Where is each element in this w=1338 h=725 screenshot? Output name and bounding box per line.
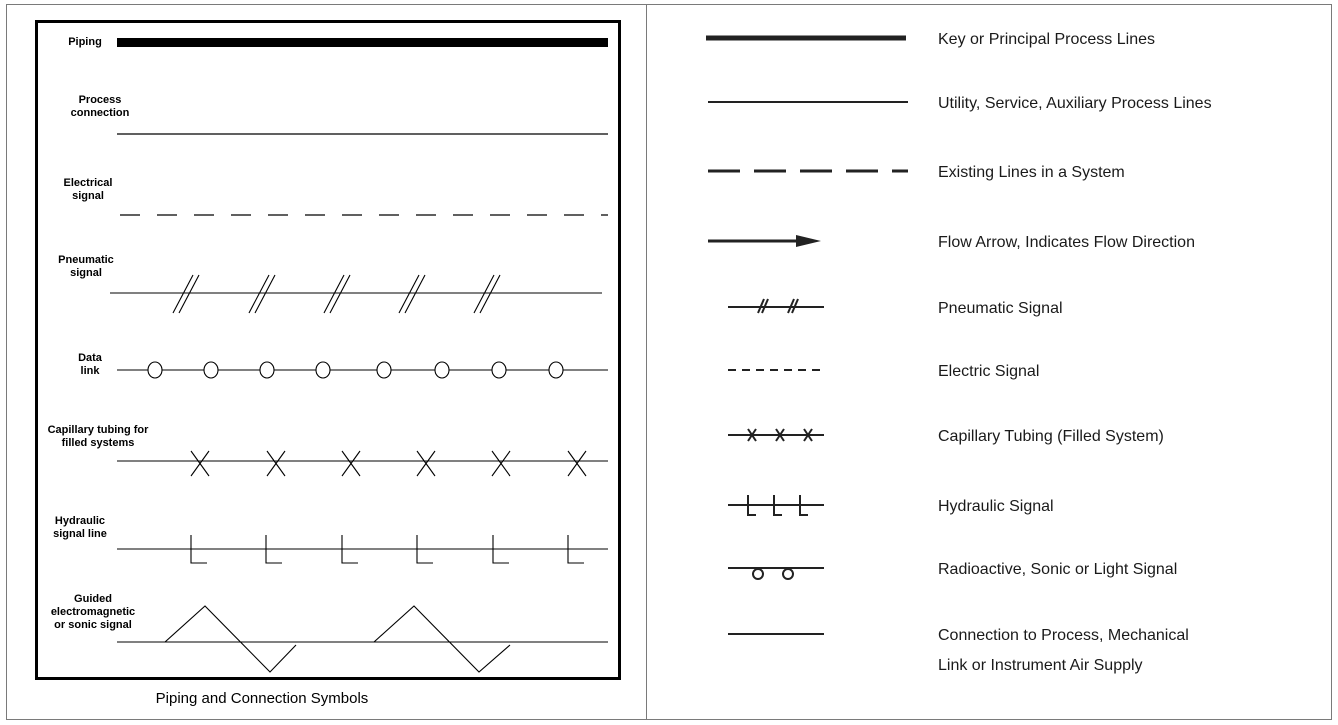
label-pneumatic-2: signal xyxy=(70,267,102,279)
label-hydraulic-1: Hydraulic xyxy=(55,515,105,527)
left-panel-diagram: Piping Process connection Electrical sig… xyxy=(48,36,608,707)
symbol-pneumatic-signal xyxy=(728,298,824,314)
symbol-flow-arrow xyxy=(708,235,821,247)
symbol-capillary-tubing xyxy=(728,428,824,442)
label-hydraulic-2: signal line xyxy=(53,528,107,540)
legend-label-10: Connection to Process, Mechanical xyxy=(938,627,1189,644)
label-capillary-1: Capillary tubing for xyxy=(48,424,150,436)
legend-label-3: Existing Lines in a System xyxy=(938,164,1125,181)
label-data-2: link xyxy=(81,365,101,377)
piping-line xyxy=(117,38,608,47)
legend-label-4: Flow Arrow, Indicates Flow Direction xyxy=(938,234,1195,251)
column-divider xyxy=(646,4,647,720)
label-process-2: connection xyxy=(71,107,130,119)
legend-label-8: Hydraulic Signal xyxy=(938,498,1054,515)
label-capillary-2: filled systems xyxy=(62,437,135,449)
legend-label-7: Capillary Tubing (Filled System) xyxy=(938,428,1164,445)
label-electrical-1: Electrical xyxy=(64,177,113,189)
data-link-line xyxy=(117,361,608,379)
legend-label-2: Utility, Service, Auxiliary Process Line… xyxy=(938,95,1212,112)
symbol-radioactive-signal xyxy=(728,567,824,580)
pneumatic-signal-line xyxy=(110,274,602,314)
hydraulic-signal-line xyxy=(117,535,608,564)
capillary-tubing-line xyxy=(117,450,608,477)
legend-label-5: Pneumatic Signal xyxy=(938,300,1063,317)
symbol-hydraulic-signal xyxy=(728,495,824,516)
right-panel-legend: Key or Principal Process Lines Utility, … xyxy=(706,31,1212,674)
left-symbol-frame xyxy=(35,20,621,680)
label-guided-2: electromagnetic xyxy=(51,606,135,618)
guided-signal-line xyxy=(117,605,608,673)
legend-label-9: Radioactive, Sonic or Light Signal xyxy=(938,561,1177,578)
label-guided-1: Guided xyxy=(74,593,112,605)
label-pneumatic-1: Pneumatic xyxy=(58,254,114,266)
legend-label-1: Key or Principal Process Lines xyxy=(938,31,1155,48)
outer-table-border xyxy=(6,4,1332,720)
label-piping: Piping xyxy=(68,36,102,48)
label-electrical-2: signal xyxy=(72,190,104,202)
legend-label-6: Electric Signal xyxy=(938,363,1039,380)
figure-caption: Piping and Connection Symbols xyxy=(156,690,369,707)
legend-label-11: Link or Instrument Air Supply xyxy=(938,657,1143,674)
label-data-1: Data xyxy=(78,352,103,364)
label-guided-3: or sonic signal xyxy=(54,619,132,631)
label-process-1: Process xyxy=(79,94,122,106)
